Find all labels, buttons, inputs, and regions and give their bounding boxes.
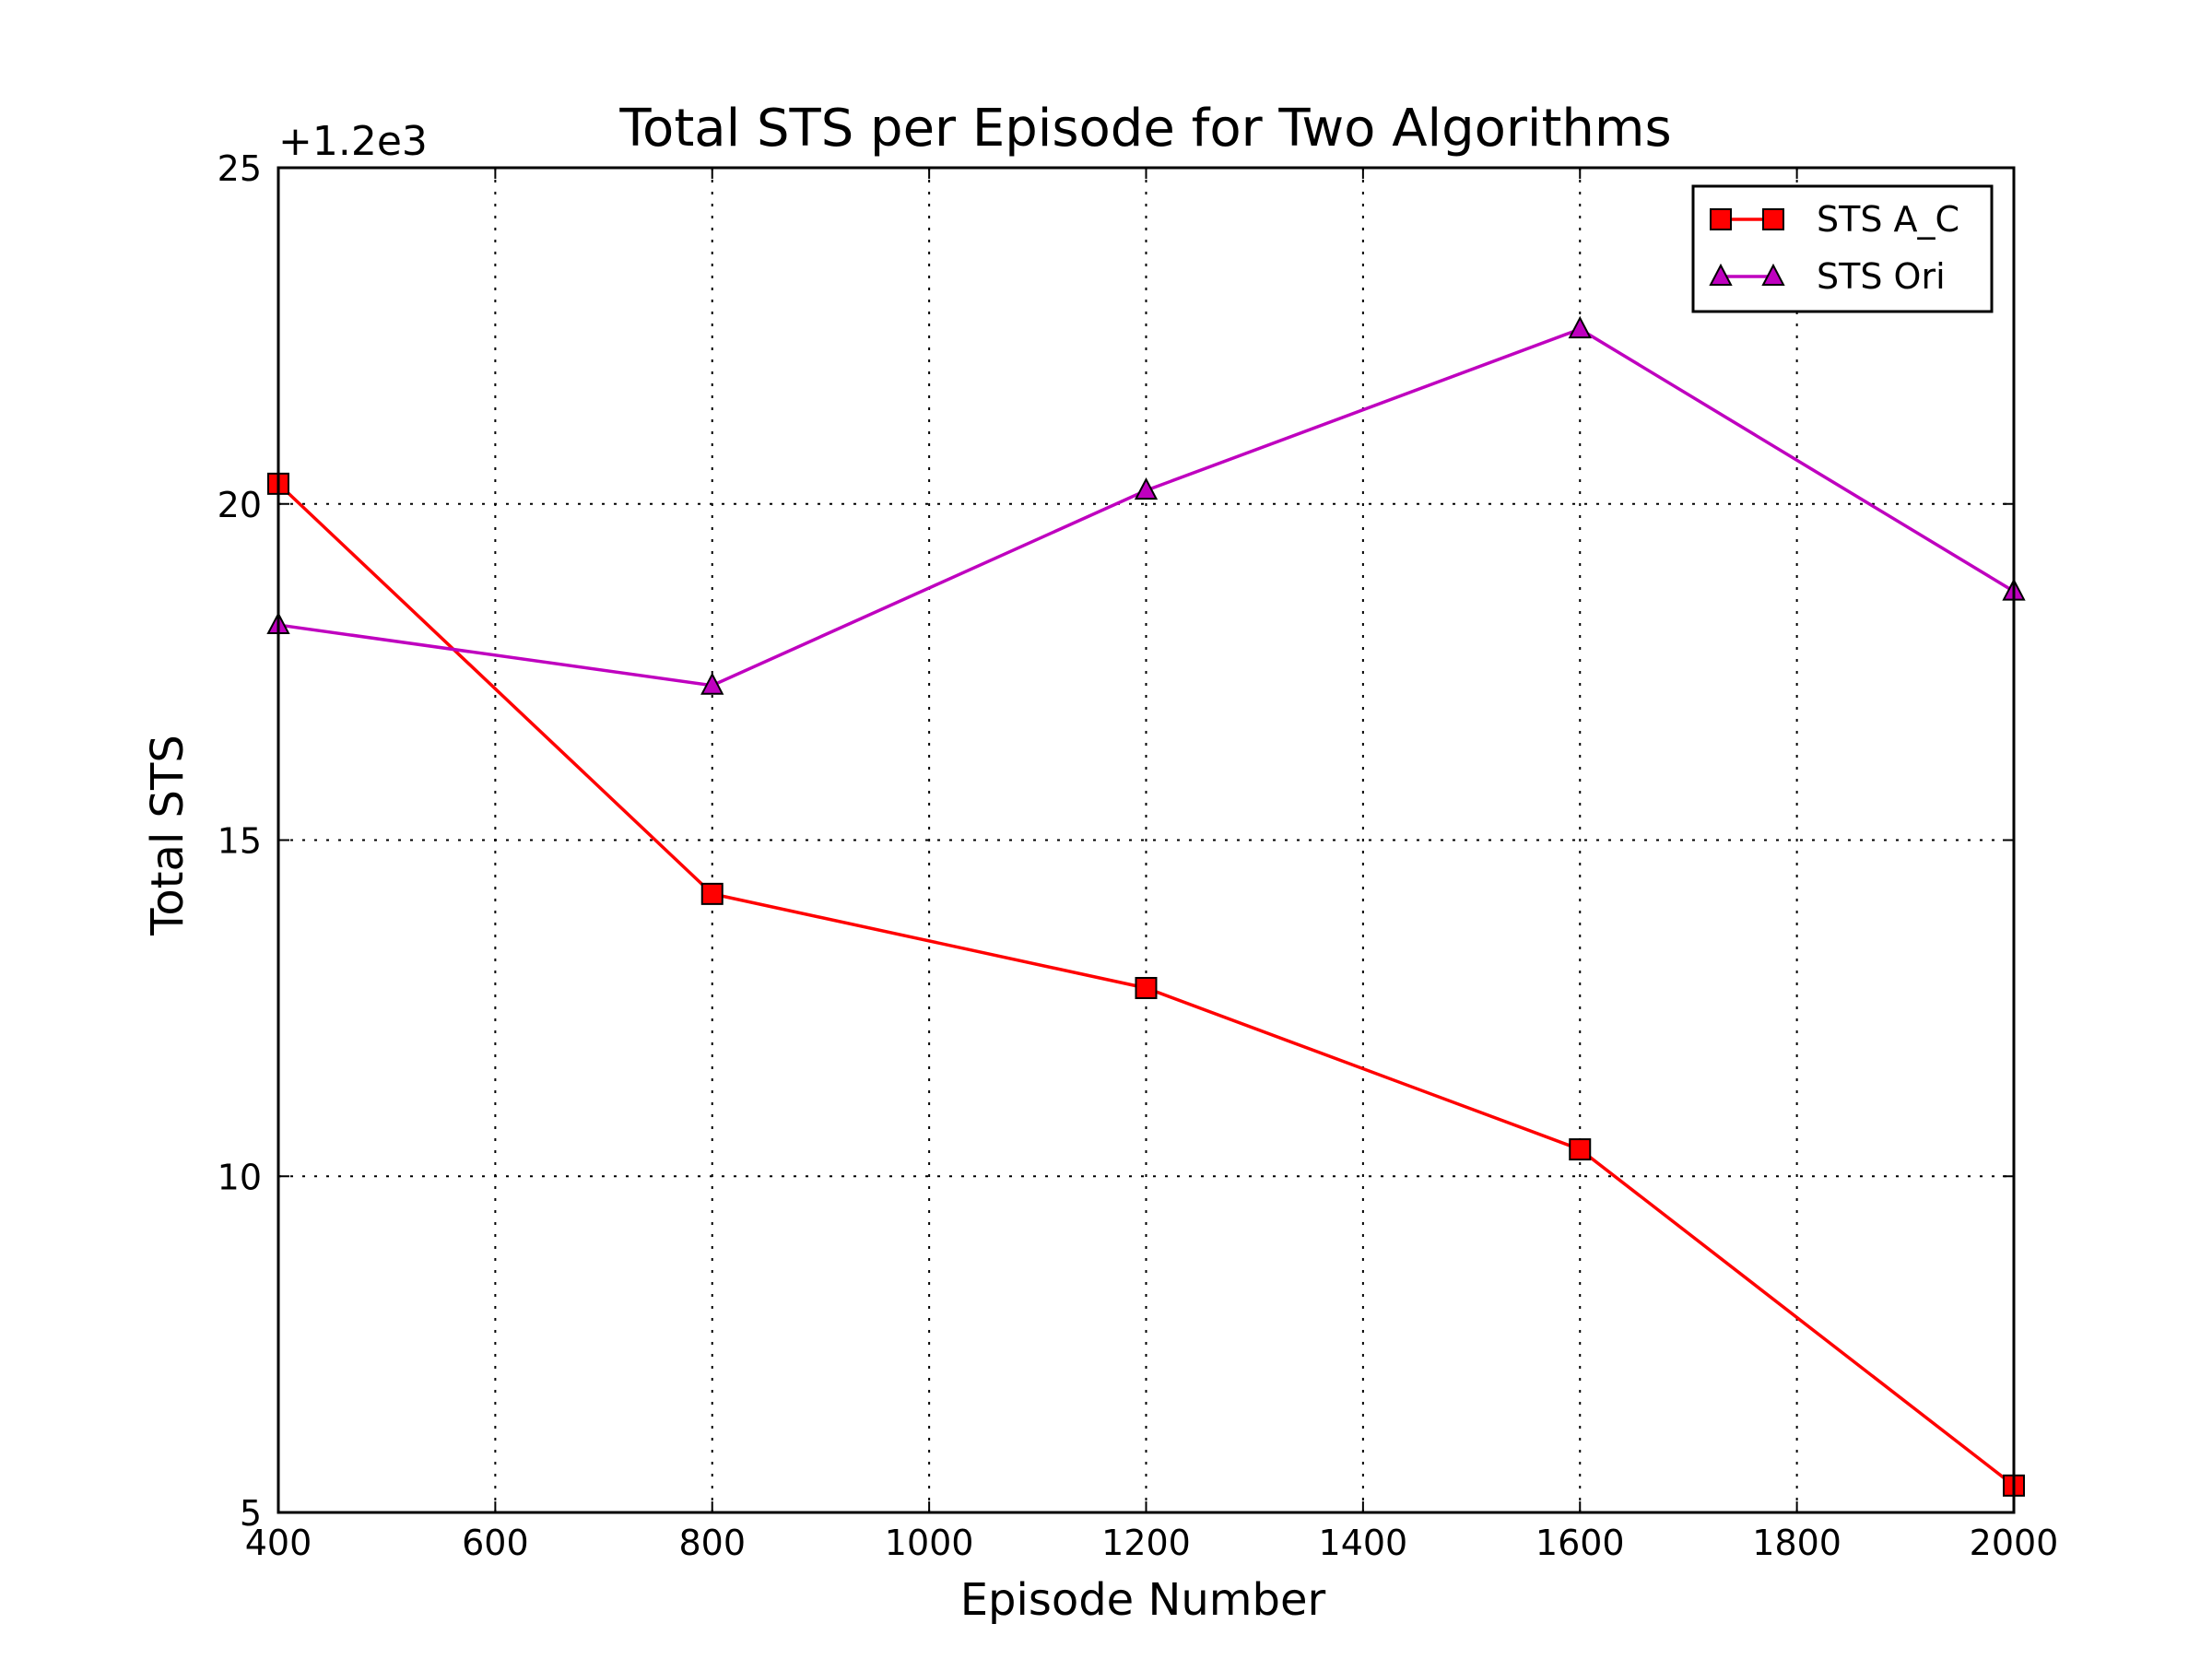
data-point-sts-a-c — [1569, 1138, 1592, 1161]
chart-title: Total STS per Episode for Two Algorithms — [618, 99, 1671, 159]
legend-box — [1691, 184, 1994, 313]
y-axis-label: Total STS — [142, 735, 194, 936]
y-tick-label: 5 — [240, 1493, 262, 1534]
y-tick-label: 15 — [218, 821, 262, 862]
legend-marker-sts-ori — [1709, 263, 1733, 286]
data-point-sts-a-c — [700, 882, 724, 905]
x-tick-label: 1000 — [885, 1523, 974, 1563]
x-tick-label: 400 — [245, 1523, 312, 1563]
legend-label-sts-a-c: STS A_C — [1817, 199, 1959, 240]
x-tick-label: 1600 — [1535, 1523, 1625, 1563]
y-axis-offset-label: +1.2e3 — [278, 118, 428, 165]
data-point-sts-ori — [1568, 315, 1592, 339]
x-tick-label: 1200 — [1101, 1523, 1191, 1563]
data-point-sts-ori — [700, 672, 724, 695]
x-tick-label: 800 — [678, 1523, 746, 1563]
legend-label-sts-ori: STS Ori — [1817, 256, 1946, 297]
series-line-sts-ori — [277, 327, 2015, 688]
x-tick-label: 2000 — [1970, 1523, 2059, 1563]
axis-ticks: 400 600 800 1000 1200 1400 1600 1800 2000 5 10 15 20… — [218, 148, 2059, 1563]
x-tick-label: 1400 — [1319, 1523, 1408, 1563]
legend-marker-sts-a-c — [1710, 208, 1732, 230]
x-tick-label: 600 — [462, 1523, 529, 1563]
data-point-sts-a-c — [1135, 976, 1158, 999]
y-tick-label: 20 — [218, 485, 262, 525]
grid-lines — [278, 168, 2014, 1512]
data-point-sts-ori — [1134, 477, 1159, 500]
legend-marker-sts-ori — [1761, 263, 1785, 286]
legend: STS A_C STS Ori — [1691, 184, 1994, 313]
y-tick-label: 25 — [218, 148, 262, 189]
x-axis-label: Episode Number — [960, 1574, 1326, 1626]
y-tick-label: 10 — [218, 1157, 262, 1197]
legend-marker-sts-a-c — [1762, 208, 1784, 230]
series-group — [266, 315, 2026, 1497]
x-tick-label: 1800 — [1752, 1523, 1841, 1563]
